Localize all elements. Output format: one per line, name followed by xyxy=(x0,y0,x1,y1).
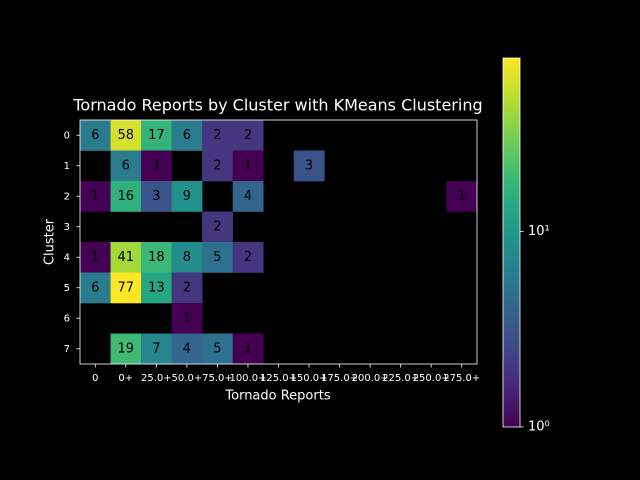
cell-label: 5 xyxy=(213,341,221,356)
cell-label: 58 xyxy=(118,128,135,143)
cell-label: 17 xyxy=(148,128,165,143)
heatmap-cell xyxy=(80,242,111,273)
heatmap-cell xyxy=(232,242,264,273)
heatmap-cell xyxy=(110,242,142,273)
cell-label: 4 xyxy=(244,189,252,204)
cell-label: 8 xyxy=(183,250,191,265)
heatmap-cell xyxy=(232,333,264,365)
y-tick-label: 7 xyxy=(64,344,70,355)
y-tick-label: 5 xyxy=(64,283,70,294)
heatmap-cell xyxy=(141,120,172,151)
x-tick-label: 50.0+ xyxy=(172,373,203,384)
heatmap-cell xyxy=(80,272,111,304)
heatmap-cell xyxy=(171,242,203,273)
y-tick-label: 1 xyxy=(64,161,70,172)
heatmap-cell xyxy=(110,150,142,182)
x-tick-label: 0+ xyxy=(118,373,133,384)
cell-label: 19 xyxy=(118,341,135,356)
x-tick-label: 0 xyxy=(92,373,98,384)
heatmap-cell xyxy=(171,333,203,365)
cell-label: 9 xyxy=(183,189,191,204)
heatmap-cell xyxy=(202,120,233,151)
heatmap-cell xyxy=(202,150,233,182)
heatmap-cell xyxy=(232,150,264,182)
cell-label: 1 xyxy=(91,250,99,265)
cell-label: 3 xyxy=(305,158,313,173)
heatmap-cell xyxy=(171,120,203,151)
heatmap-cell xyxy=(110,181,142,212)
cell-label: 7 xyxy=(152,341,160,356)
x-tick-label: 75.0+ xyxy=(202,373,233,384)
heatmap-cell xyxy=(171,181,203,212)
heatmap-cell xyxy=(141,181,172,212)
cell-label: 2 xyxy=(213,128,221,143)
heatmap-cell xyxy=(171,272,203,304)
x-tick-label: 225.0+ xyxy=(382,373,419,384)
heatmap-cell xyxy=(110,333,142,365)
chart-title: Tornado Reports by Cluster with KMeans C… xyxy=(72,96,482,115)
y-tick-label: 3 xyxy=(64,222,70,233)
x-tick-label: 175.0+ xyxy=(321,373,358,384)
x-tick-label: 275.0+ xyxy=(443,373,480,384)
cell-label: 4 xyxy=(183,341,191,356)
cell-label: 6 xyxy=(183,128,191,143)
cell-label: 18 xyxy=(148,250,165,265)
x-tick-label: 100.0+ xyxy=(229,373,266,384)
cell-label: 2 xyxy=(244,128,252,143)
y-tick-label: 6 xyxy=(64,313,70,324)
colorbar-tick-label: 10⁰ xyxy=(528,420,550,435)
cell-label: 1 xyxy=(152,158,160,173)
heatmap-cell xyxy=(202,333,233,365)
x-tick-label: 25.0+ xyxy=(141,373,172,384)
heatmap-cell xyxy=(446,181,478,212)
cell-label: 77 xyxy=(118,280,135,295)
x-tick-label: 150.0+ xyxy=(291,373,328,384)
heatmap-cell xyxy=(80,120,111,151)
heatmap-cell xyxy=(141,333,172,365)
heatmap-cell xyxy=(293,150,325,182)
x-axis-label: Tornado Reports xyxy=(224,389,330,404)
heatmap-cell xyxy=(171,303,203,334)
heatmap-cell xyxy=(80,181,111,212)
cell-label: 2 xyxy=(213,158,221,173)
heatmap-cell xyxy=(141,150,172,182)
heatmap-cell xyxy=(110,120,142,151)
y-tick-label: 0 xyxy=(64,130,70,141)
cell-label: 41 xyxy=(118,250,135,265)
x-tick-label: 125.0+ xyxy=(260,373,297,384)
cell-label: 1 xyxy=(244,341,252,356)
cell-label: 1 xyxy=(244,158,252,173)
cell-label: 3 xyxy=(152,189,160,204)
colorbar-tick-label: 10¹ xyxy=(528,224,550,239)
cell-label: 2 xyxy=(183,280,191,295)
heatmap-cell xyxy=(110,272,142,304)
heatmap-cell xyxy=(232,181,264,212)
heatmap-cell xyxy=(202,211,233,243)
cell-label: 1 xyxy=(183,311,191,326)
y-axis-label: Cluster xyxy=(43,218,58,265)
cell-label: 1 xyxy=(458,189,466,204)
heatmap-cell xyxy=(232,120,264,151)
cell-label: 2 xyxy=(244,250,252,265)
cell-label: 5 xyxy=(213,250,221,265)
heatmap-cell xyxy=(202,242,233,273)
cell-label: 1 xyxy=(91,189,99,204)
heatmap-cell xyxy=(141,272,172,304)
cell-label: 6 xyxy=(91,128,99,143)
cell-label: 2 xyxy=(213,219,221,234)
x-tick-label: 250.0+ xyxy=(413,373,450,384)
heatmap-cell xyxy=(141,242,172,273)
x-tick-label: 200.0+ xyxy=(352,373,389,384)
y-tick-label: 2 xyxy=(64,191,70,202)
cell-label: 16 xyxy=(118,189,135,204)
cell-label: 6 xyxy=(91,280,99,295)
colorbar xyxy=(502,57,521,428)
cell-label: 6 xyxy=(122,158,130,173)
y-tick-label: 4 xyxy=(64,252,70,263)
cell-label: 13 xyxy=(148,280,165,295)
